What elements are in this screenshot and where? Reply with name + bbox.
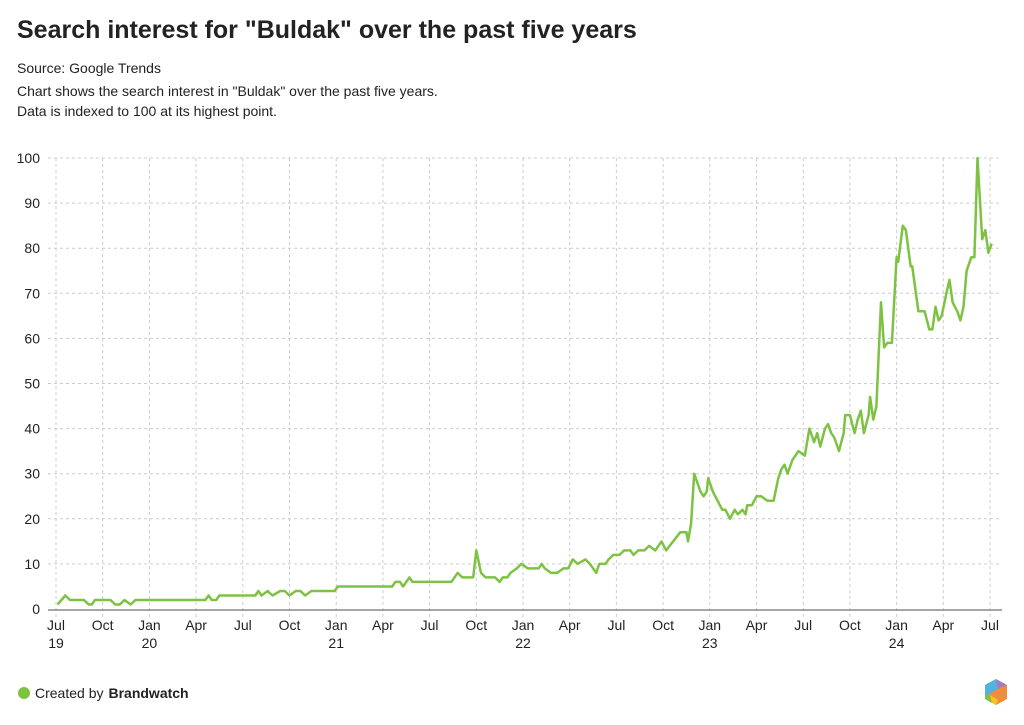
x-tick-year-label: 23 bbox=[702, 635, 718, 651]
series-line-buldak bbox=[56, 156, 993, 606]
x-tick-year-label: 24 bbox=[889, 635, 905, 651]
x-tick-label: Apr bbox=[559, 617, 581, 633]
x-tick-label: Jan bbox=[325, 617, 348, 633]
y-tick-label: 0 bbox=[32, 601, 40, 617]
x-tick-label: Jul bbox=[421, 617, 439, 633]
chart-source: Source: Google Trends bbox=[17, 60, 161, 76]
footer: Created by Brandwatch bbox=[18, 685, 189, 701]
brand-name[interactable]: Brandwatch bbox=[108, 685, 189, 701]
y-tick-label: 70 bbox=[24, 285, 40, 301]
chart-description-line2: Data is indexed to 100 at its highest po… bbox=[17, 103, 277, 119]
chart-description-line1: Chart shows the search interest in "Buld… bbox=[17, 83, 438, 99]
x-tick-label: Jul bbox=[794, 617, 812, 633]
x-tick-label: Oct bbox=[839, 617, 861, 633]
y-tick-label: 40 bbox=[24, 421, 40, 437]
chart-title: Search interest for "Buldak" over the pa… bbox=[17, 16, 637, 44]
y-tick-label: 60 bbox=[24, 330, 40, 346]
x-tick-label: Jan bbox=[885, 617, 908, 633]
x-tick-label: Apr bbox=[932, 617, 954, 633]
y-tick-label: 20 bbox=[24, 511, 40, 527]
x-tick-label: Oct bbox=[465, 617, 487, 633]
x-tick-year-label: 21 bbox=[328, 635, 344, 651]
brandwatch-logo-icon bbox=[985, 679, 1007, 705]
x-tick-label: Jan bbox=[699, 617, 722, 633]
x-tick-label: Oct bbox=[92, 617, 114, 633]
x-tick-label: Apr bbox=[372, 617, 394, 633]
x-tick-label: Oct bbox=[279, 617, 301, 633]
y-tick-label: 50 bbox=[24, 376, 40, 392]
y-tick-label: 30 bbox=[24, 466, 40, 482]
x-tick-label: Apr bbox=[185, 617, 207, 633]
x-tick-year-label: 19 bbox=[48, 635, 64, 651]
x-tick-label: Jan bbox=[512, 617, 535, 633]
x-tick-label: Jul bbox=[234, 617, 252, 633]
x-tick-label: Jan bbox=[138, 617, 161, 633]
y-tick-label: 100 bbox=[17, 150, 41, 166]
x-tick-label: Oct bbox=[652, 617, 674, 633]
x-tick-year-label: 22 bbox=[515, 635, 531, 651]
y-tick-label: 80 bbox=[24, 240, 40, 256]
x-tick-year-label: 20 bbox=[142, 635, 158, 651]
y-tick-label: 10 bbox=[24, 556, 40, 572]
y-tick-label: 90 bbox=[24, 195, 40, 211]
brand-dot-icon bbox=[18, 687, 30, 699]
x-tick-label: Jul bbox=[607, 617, 625, 633]
x-tick-label: Jul bbox=[47, 617, 65, 633]
created-by-label: Created by bbox=[35, 685, 104, 701]
line-chart: 0 10 20 30 40 50 60 70 80 90 100 Jul 19 Oct Jan 20 Apr Ju… bbox=[17, 150, 1002, 651]
x-tick-label: Jul bbox=[981, 617, 999, 633]
x-tick-label: Apr bbox=[746, 617, 768, 633]
